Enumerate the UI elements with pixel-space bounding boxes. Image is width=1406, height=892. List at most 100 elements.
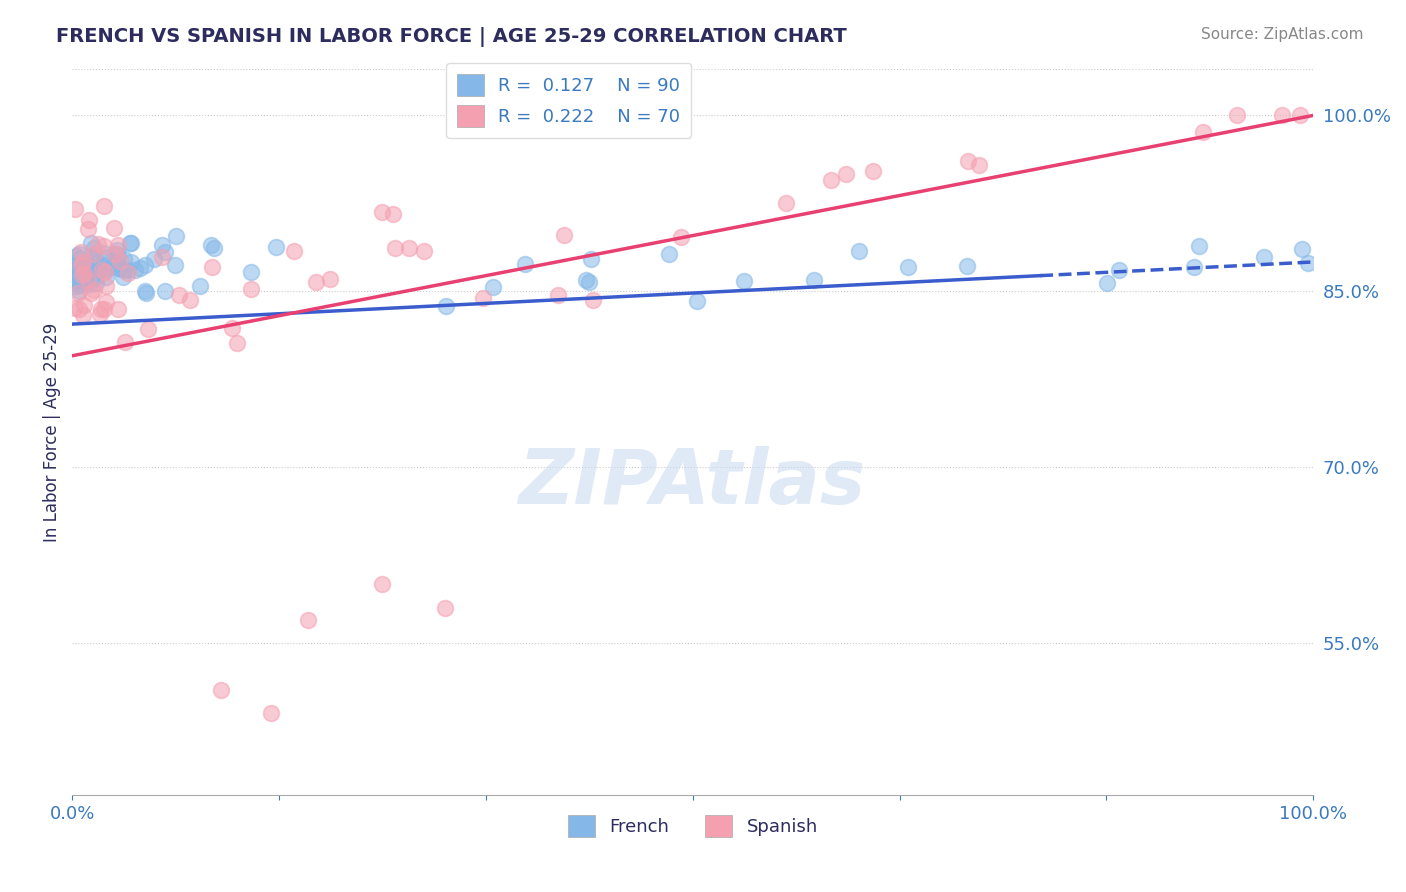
Point [80, 235, 103, 250]
Point [67, 266, 90, 280]
Point [94, 265, 117, 279]
Point [84, 277, 107, 291]
Point [381, 206, 404, 220]
Point [69, 251, 91, 265]
Point [67, 301, 90, 316]
Point [150, 238, 173, 252]
Text: Source: ZipAtlas.com: Source: ZipAtlas.com [1201, 27, 1364, 42]
Point [96, 295, 118, 310]
Point [143, 252, 166, 266]
Point [107, 238, 129, 252]
Point [135, 285, 157, 300]
Point [240, 265, 263, 279]
Text: ZIPAtlas: ZIPAtlas [519, 446, 866, 520]
Point [820, 172, 842, 186]
Point [65, 202, 87, 216]
Point [65, 279, 87, 293]
Point [225, 335, 247, 350]
Point [70, 258, 93, 272]
Text: FRENCH VS SPANISH IN LABOR FORCE | AGE 25-29 CORRELATION CHART: FRENCH VS SPANISH IN LABOR FORCE | AGE 2… [56, 27, 846, 46]
Point [77, 268, 100, 282]
Point [209, 682, 232, 697]
Point [73, 298, 96, 312]
Point [434, 299, 457, 313]
Point [371, 205, 394, 219]
Point [93, 246, 115, 260]
Point [553, 228, 575, 243]
Point [65, 271, 87, 285]
Point [73, 266, 96, 280]
Point [66, 272, 89, 286]
Point [65, 301, 87, 316]
Point [129, 261, 152, 276]
Point [77, 272, 100, 286]
Point [581, 252, 603, 266]
Point [1108, 263, 1130, 277]
Point [79, 277, 101, 291]
Point [166, 228, 188, 243]
Point [67, 247, 90, 261]
Point [112, 262, 135, 277]
Point [117, 263, 139, 277]
Point [179, 293, 201, 307]
Point [304, 275, 326, 289]
Point [93, 199, 115, 213]
Point [83, 247, 105, 261]
Point [112, 270, 135, 285]
Point [283, 244, 305, 258]
Point [89, 307, 111, 321]
Point [165, 258, 187, 272]
Point [471, 291, 494, 305]
Point [72, 255, 94, 269]
Point [83, 264, 105, 278]
Point [75, 276, 97, 290]
Point [803, 272, 825, 286]
Point [70, 256, 93, 270]
Point [733, 274, 755, 288]
Point [1097, 276, 1119, 290]
Point [93, 238, 115, 252]
Point [1291, 242, 1313, 256]
Point [79, 250, 101, 264]
Point [297, 613, 319, 627]
Point [1271, 108, 1294, 122]
Point [138, 322, 160, 336]
Point [66, 274, 89, 288]
Point [94, 278, 117, 293]
Point [239, 282, 262, 296]
Point [967, 158, 990, 172]
Point [76, 272, 98, 286]
Point [575, 273, 598, 287]
Point [93, 301, 115, 316]
Point [91, 258, 114, 272]
Point [371, 577, 394, 591]
Point [67, 286, 90, 301]
Point [65, 268, 87, 283]
Y-axis label: In Labor Force | Age 25-29: In Labor Force | Age 25-29 [44, 322, 60, 541]
Point [63, 264, 86, 278]
Point [202, 241, 225, 255]
Point [101, 260, 124, 274]
Point [104, 247, 127, 261]
Point [167, 287, 190, 301]
Point [104, 246, 127, 260]
Point [70, 244, 93, 259]
Point [103, 221, 125, 235]
Point [107, 248, 129, 262]
Point [82, 261, 104, 276]
Point [547, 288, 569, 302]
Point [201, 260, 224, 275]
Point [79, 286, 101, 301]
Point [120, 254, 142, 268]
Point [1289, 108, 1312, 122]
Point [200, 237, 222, 252]
Point [134, 284, 156, 298]
Point [63, 263, 86, 277]
Point [72, 268, 94, 283]
Point [67, 285, 90, 299]
Point [686, 293, 709, 308]
Point [108, 254, 131, 268]
Point [862, 164, 884, 178]
Point [384, 242, 406, 256]
Point [897, 260, 920, 274]
